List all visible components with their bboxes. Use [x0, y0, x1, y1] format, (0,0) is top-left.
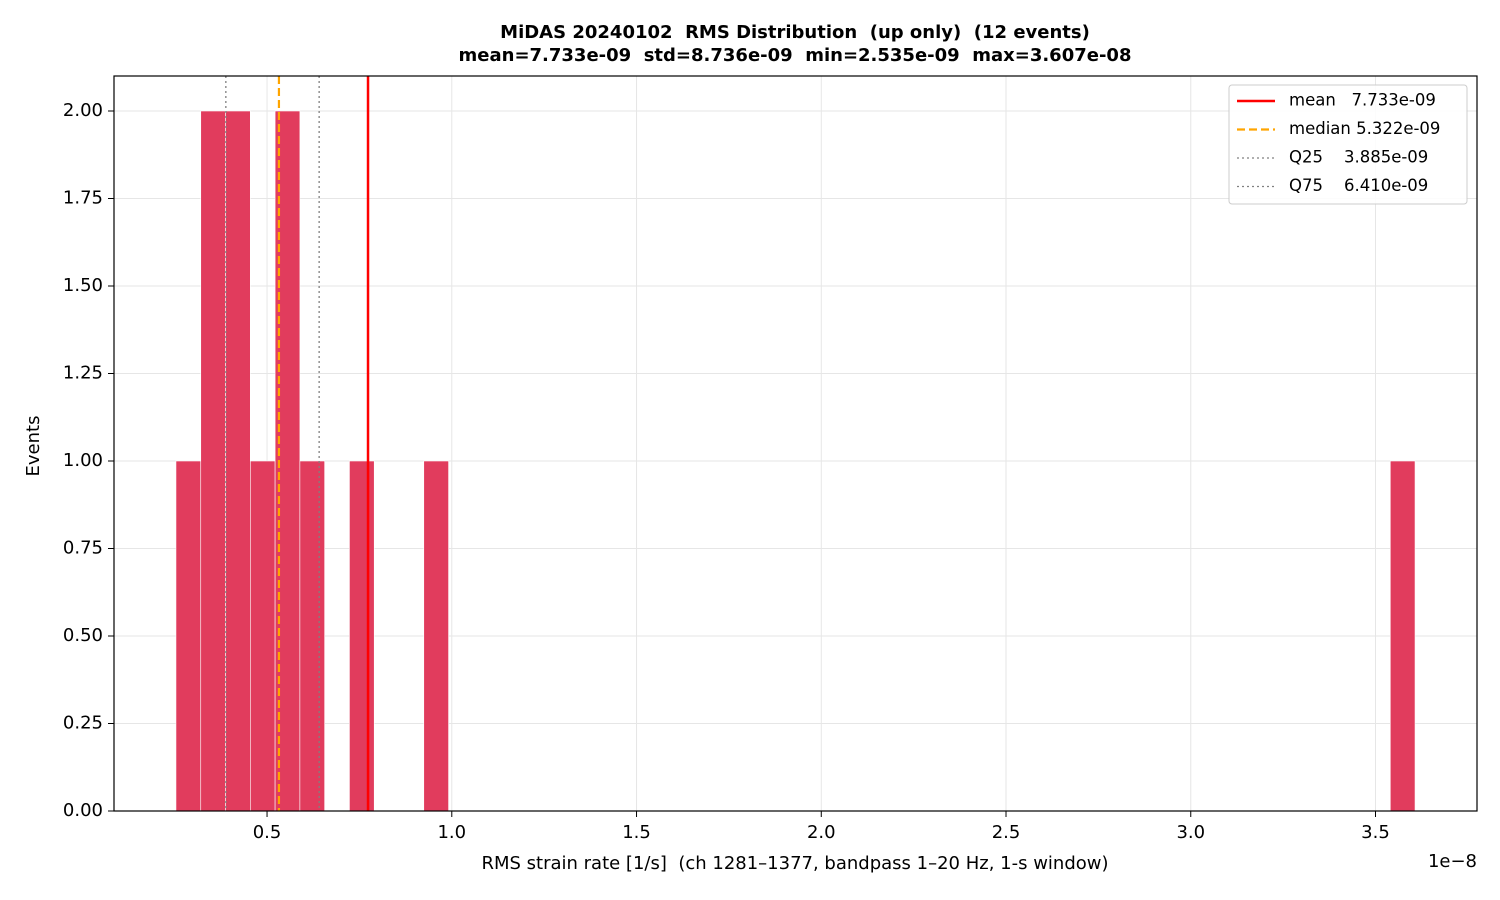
- y-axis-label: Events: [23, 416, 44, 477]
- x-tick-label: 2.0: [807, 822, 836, 843]
- axes-frame: [113, 75, 1478, 812]
- x-tick-label: 0.5: [253, 822, 282, 843]
- y-tick-label: 1.25: [63, 363, 103, 384]
- x-tick-label: 2.5: [992, 822, 1021, 843]
- y-tick-label: 2.00: [63, 100, 103, 121]
- x-tick-label: 1.0: [437, 822, 466, 843]
- y-tick-label: 1.00: [63, 450, 103, 471]
- bar: [423, 460, 449, 812]
- x-axis-label: RMS strain rate [1/s] (ch 1281–1377, ban…: [481, 853, 1108, 874]
- chart-subtitle: mean=7.733e-09 std=8.736e-09 min=2.535e-…: [459, 45, 1132, 66]
- legend-label: median 5.322e-09: [1289, 119, 1440, 138]
- bar: [175, 460, 202, 812]
- x-tick-label: 3.5: [1361, 822, 1390, 843]
- legend-box: [1228, 84, 1468, 205]
- y-tick-label: 0.00: [63, 800, 103, 821]
- y-tick-label: 0.75: [63, 538, 103, 559]
- y-tick-label: 0.25: [63, 713, 103, 734]
- bar: [299, 460, 325, 812]
- legend-label: mean 7.733e-09: [1289, 91, 1436, 110]
- chart-title: MiDAS 20240102 RMS Distribution (up only…: [500, 22, 1090, 43]
- bar: [200, 110, 226, 812]
- bar: [250, 460, 276, 812]
- bar: [349, 460, 375, 812]
- legend-label: Q25 3.885e-09: [1289, 148, 1428, 167]
- bar: [1389, 460, 1416, 812]
- bar: [225, 110, 251, 812]
- y-tick-label: 0.50: [63, 625, 103, 646]
- y-tick-label: 1.50: [63, 275, 103, 296]
- legend-label: Q75 6.410e-09: [1289, 176, 1428, 195]
- x-offset-label: 1e−8: [1428, 851, 1477, 872]
- y-tick-label: 1.75: [63, 188, 103, 209]
- x-tick-label: 3.0: [1176, 822, 1205, 843]
- x-tick-label: 1.5: [622, 822, 651, 843]
